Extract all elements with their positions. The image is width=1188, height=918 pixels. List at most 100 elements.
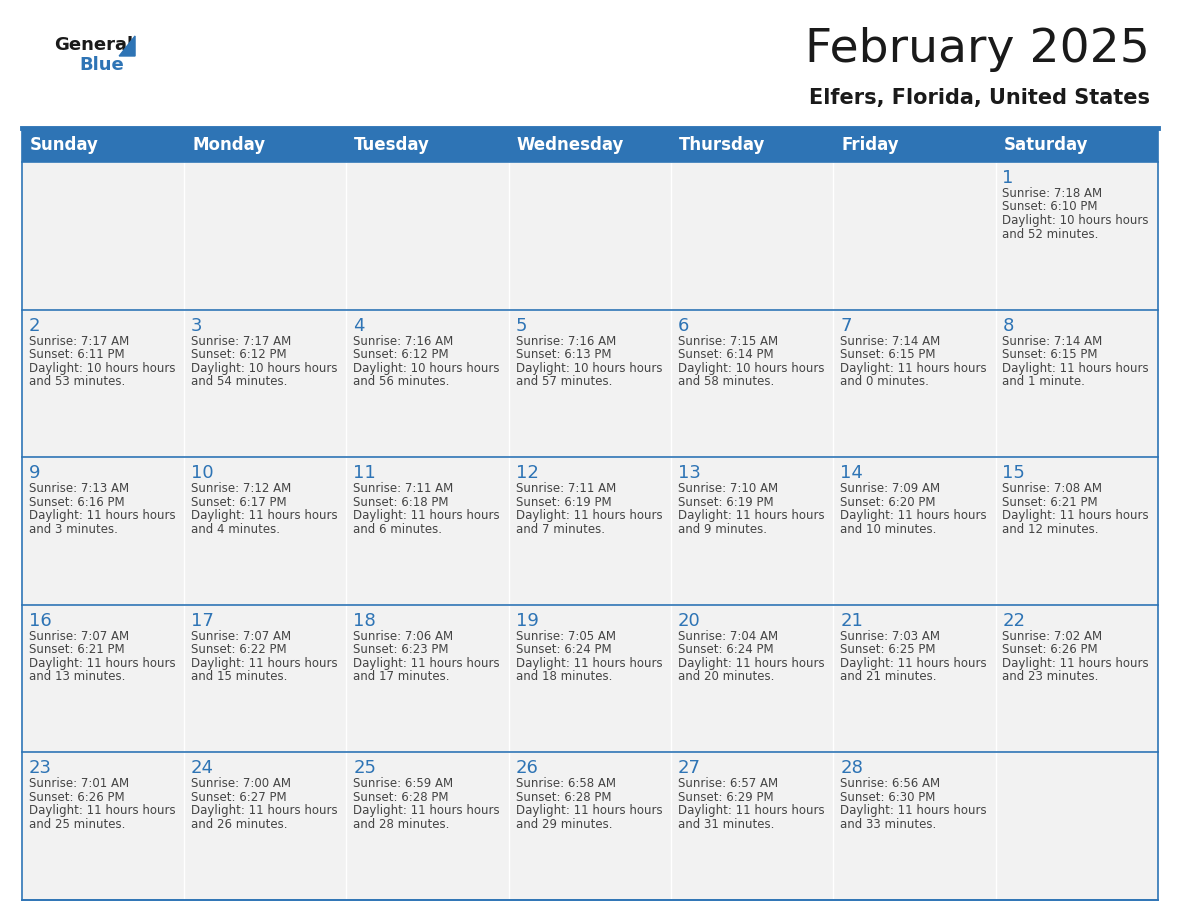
Text: Sunrise: 7:13 AM: Sunrise: 7:13 AM xyxy=(29,482,129,495)
Text: 14: 14 xyxy=(840,465,862,482)
Text: 5: 5 xyxy=(516,317,527,334)
Text: 25: 25 xyxy=(353,759,377,778)
Text: Sunday: Sunday xyxy=(30,136,99,154)
Text: and 58 minutes.: and 58 minutes. xyxy=(678,375,775,388)
Text: Sunrise: 7:03 AM: Sunrise: 7:03 AM xyxy=(840,630,940,643)
Text: 21: 21 xyxy=(840,611,862,630)
Text: Sunrise: 6:57 AM: Sunrise: 6:57 AM xyxy=(678,778,778,790)
Text: and 17 minutes.: and 17 minutes. xyxy=(353,670,450,683)
Bar xyxy=(347,605,508,753)
Bar xyxy=(508,309,671,457)
Text: 19: 19 xyxy=(516,611,538,630)
Text: 12: 12 xyxy=(516,465,538,482)
Text: Elfers, Florida, United States: Elfers, Florida, United States xyxy=(809,88,1150,108)
Text: Daylight: 11 hours hours: Daylight: 11 hours hours xyxy=(29,509,176,522)
Text: 20: 20 xyxy=(678,611,701,630)
Text: Wednesday: Wednesday xyxy=(517,136,624,154)
Text: Daylight: 11 hours hours: Daylight: 11 hours hours xyxy=(1003,656,1149,670)
Text: Sunrise: 7:06 AM: Sunrise: 7:06 AM xyxy=(353,630,454,643)
Text: 15: 15 xyxy=(1003,465,1025,482)
Text: 4: 4 xyxy=(353,317,365,334)
Text: and 9 minutes.: and 9 minutes. xyxy=(678,522,767,536)
Text: Sunset: 6:23 PM: Sunset: 6:23 PM xyxy=(353,644,449,656)
Text: Sunset: 6:30 PM: Sunset: 6:30 PM xyxy=(840,791,936,804)
Bar xyxy=(671,753,833,900)
Text: and 33 minutes.: and 33 minutes. xyxy=(840,818,936,831)
Text: Sunset: 6:27 PM: Sunset: 6:27 PM xyxy=(191,791,286,804)
Text: Sunset: 6:19 PM: Sunset: 6:19 PM xyxy=(516,496,612,509)
Text: Sunset: 6:29 PM: Sunset: 6:29 PM xyxy=(678,791,773,804)
Text: Saturday: Saturday xyxy=(1004,136,1088,154)
Text: 26: 26 xyxy=(516,759,538,778)
Bar xyxy=(184,457,347,605)
Text: 24: 24 xyxy=(191,759,214,778)
Text: and 13 minutes.: and 13 minutes. xyxy=(29,670,125,683)
Text: Daylight: 11 hours hours: Daylight: 11 hours hours xyxy=(516,509,662,522)
Text: and 54 minutes.: and 54 minutes. xyxy=(191,375,287,388)
Text: Blue: Blue xyxy=(80,56,125,74)
Text: Daylight: 11 hours hours: Daylight: 11 hours hours xyxy=(353,509,500,522)
Text: Daylight: 10 hours hours: Daylight: 10 hours hours xyxy=(516,362,662,375)
Text: Sunrise: 7:02 AM: Sunrise: 7:02 AM xyxy=(1003,630,1102,643)
Text: 8: 8 xyxy=(1003,317,1013,334)
Text: Daylight: 10 hours hours: Daylight: 10 hours hours xyxy=(29,362,176,375)
Text: Daylight: 11 hours hours: Daylight: 11 hours hours xyxy=(516,656,662,670)
Text: and 21 minutes.: and 21 minutes. xyxy=(840,670,936,683)
Text: and 15 minutes.: and 15 minutes. xyxy=(191,670,287,683)
Text: Sunrise: 7:17 AM: Sunrise: 7:17 AM xyxy=(29,334,129,348)
Text: Sunrise: 7:18 AM: Sunrise: 7:18 AM xyxy=(1003,187,1102,200)
Text: and 26 minutes.: and 26 minutes. xyxy=(191,818,287,831)
Text: and 53 minutes.: and 53 minutes. xyxy=(29,375,125,388)
Text: and 29 minutes.: and 29 minutes. xyxy=(516,818,612,831)
Bar xyxy=(671,605,833,753)
Text: Daylight: 11 hours hours: Daylight: 11 hours hours xyxy=(1003,362,1149,375)
Bar xyxy=(21,128,1158,162)
Bar xyxy=(347,457,508,605)
Text: and 10 minutes.: and 10 minutes. xyxy=(840,522,936,536)
Text: Sunrise: 7:01 AM: Sunrise: 7:01 AM xyxy=(29,778,129,790)
Text: Sunrise: 7:08 AM: Sunrise: 7:08 AM xyxy=(1003,482,1102,495)
Text: Daylight: 11 hours hours: Daylight: 11 hours hours xyxy=(516,804,662,817)
Text: Sunset: 6:15 PM: Sunset: 6:15 PM xyxy=(840,348,936,361)
Bar xyxy=(21,162,184,309)
Text: Sunset: 6:10 PM: Sunset: 6:10 PM xyxy=(1003,200,1098,214)
Text: Sunrise: 7:16 AM: Sunrise: 7:16 AM xyxy=(353,334,454,348)
Text: Sunrise: 6:59 AM: Sunrise: 6:59 AM xyxy=(353,778,454,790)
Text: Sunset: 6:22 PM: Sunset: 6:22 PM xyxy=(191,644,286,656)
Text: Daylight: 11 hours hours: Daylight: 11 hours hours xyxy=(1003,509,1149,522)
Bar xyxy=(21,309,184,457)
Text: Sunset: 6:12 PM: Sunset: 6:12 PM xyxy=(353,348,449,361)
Bar xyxy=(996,753,1158,900)
Text: 10: 10 xyxy=(191,465,214,482)
Text: and 31 minutes.: and 31 minutes. xyxy=(678,818,775,831)
Text: and 18 minutes.: and 18 minutes. xyxy=(516,670,612,683)
Text: Sunrise: 7:09 AM: Sunrise: 7:09 AM xyxy=(840,482,941,495)
Text: and 3 minutes.: and 3 minutes. xyxy=(29,522,118,536)
Text: Daylight: 10 hours hours: Daylight: 10 hours hours xyxy=(353,362,500,375)
Text: and 56 minutes.: and 56 minutes. xyxy=(353,375,450,388)
Text: Sunrise: 7:11 AM: Sunrise: 7:11 AM xyxy=(516,482,615,495)
Bar xyxy=(833,162,996,309)
Text: Sunrise: 7:04 AM: Sunrise: 7:04 AM xyxy=(678,630,778,643)
Bar xyxy=(508,457,671,605)
Text: Sunset: 6:24 PM: Sunset: 6:24 PM xyxy=(678,644,773,656)
Text: Sunset: 6:25 PM: Sunset: 6:25 PM xyxy=(840,644,936,656)
Text: February 2025: February 2025 xyxy=(805,28,1150,73)
Text: Sunset: 6:28 PM: Sunset: 6:28 PM xyxy=(353,791,449,804)
Text: Sunset: 6:20 PM: Sunset: 6:20 PM xyxy=(840,496,936,509)
Text: Sunset: 6:16 PM: Sunset: 6:16 PM xyxy=(29,496,125,509)
Text: Daylight: 11 hours hours: Daylight: 11 hours hours xyxy=(29,656,176,670)
Text: 17: 17 xyxy=(191,611,214,630)
Text: Daylight: 11 hours hours: Daylight: 11 hours hours xyxy=(840,656,987,670)
Text: Daylight: 11 hours hours: Daylight: 11 hours hours xyxy=(678,509,824,522)
Text: Sunset: 6:24 PM: Sunset: 6:24 PM xyxy=(516,644,612,656)
Text: and 25 minutes.: and 25 minutes. xyxy=(29,818,125,831)
Text: Sunset: 6:18 PM: Sunset: 6:18 PM xyxy=(353,496,449,509)
Bar xyxy=(671,162,833,309)
Text: 9: 9 xyxy=(29,465,40,482)
Text: Sunrise: 7:12 AM: Sunrise: 7:12 AM xyxy=(191,482,291,495)
Text: Sunrise: 7:16 AM: Sunrise: 7:16 AM xyxy=(516,334,615,348)
Bar xyxy=(21,753,184,900)
Text: 22: 22 xyxy=(1003,611,1025,630)
Text: Daylight: 11 hours hours: Daylight: 11 hours hours xyxy=(840,509,987,522)
